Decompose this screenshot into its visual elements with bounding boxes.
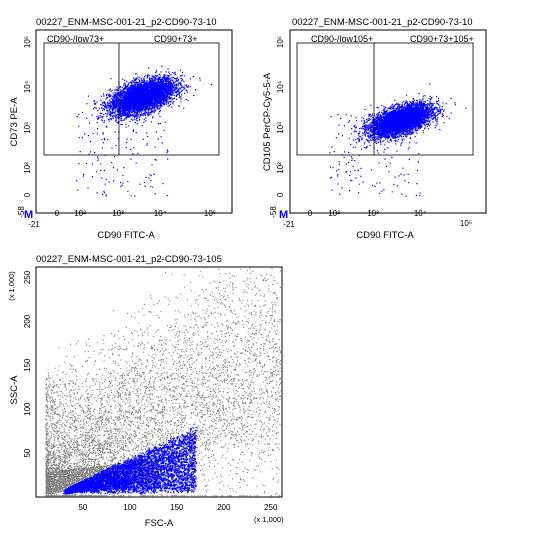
x-tick-label: -21: [283, 220, 295, 229]
x-tick-label: 250: [264, 503, 278, 512]
y-ticks: 50 100 150 200 250: [23, 270, 32, 457]
x-tick-label: 10³: [112, 209, 124, 218]
plot-frame: [35, 29, 233, 214]
plot-title: 00227_ENM-MSC-001-21_p2-CD90-73-105: [36, 254, 222, 265]
y-tick-label: 0: [23, 192, 32, 197]
x-tick-label: 100: [123, 503, 137, 512]
y-tick-label: 10⁵: [23, 36, 32, 48]
y-tick-label: -58: [17, 206, 26, 218]
gate-label: CD90+73+105+: [410, 34, 474, 44]
y-tick-label: 200: [23, 314, 32, 328]
x-tick-label: 10³: [367, 209, 379, 218]
gate-quadrant-frame: [296, 42, 474, 156]
x-axis-label: CD90 FITC-A: [97, 230, 155, 241]
x-tick-label: 0: [55, 209, 60, 218]
x-tick-label: 10²: [74, 209, 86, 218]
scatter-points: [76, 65, 212, 197]
y-ticks: -58 0 10² 10³ 10⁴ 10⁵: [269, 36, 285, 218]
scatter-cloud: [76, 65, 212, 197]
x-tick-label: 10⁵: [204, 209, 216, 218]
scatter-cloud: [45, 268, 282, 497]
y-tick-label: 10³: [23, 122, 32, 134]
scatter-points: [329, 83, 467, 197]
x-tick-label: 50: [78, 503, 87, 512]
y-tick-label: 10³: [276, 122, 285, 134]
y-axis-label: SSC-A: [9, 375, 20, 405]
x-axis-label: CD90 FITC-A: [356, 230, 414, 241]
plot-panel-cd105-vs-cd90: 00227_ENM-MSC-001-21_p2-CD90-73-10 CD90-…: [262, 17, 487, 241]
scatter-cloud: [329, 83, 467, 197]
scatter-points: [45, 268, 282, 497]
y-axis-label: CD73 PE-A: [9, 97, 20, 147]
gate-label: CD90-/low105+: [311, 34, 373, 44]
y-tick-label: -58: [269, 206, 278, 218]
plot-panel-ssc-vs-fsc: 00227_ENM-MSC-001-21_p2-CD90-73-105 50 10…: [7, 254, 284, 529]
y-unit-label: (x 1,000): [7, 271, 16, 301]
x-tick-label: 200: [217, 503, 231, 512]
x-tick-label: -21: [28, 220, 40, 229]
x-tick-label: 0: [308, 209, 313, 218]
y-tick-label: 10⁴: [23, 80, 32, 93]
x-tick-label: 10²: [328, 209, 340, 218]
m-marker: M: [279, 209, 288, 221]
gate-label: CD90-/low73+: [47, 34, 104, 44]
y-tick-label: 250: [23, 270, 32, 284]
y-tick-label: 10⁴: [276, 80, 285, 93]
m-marker: M: [24, 209, 33, 221]
x-tick-label: 10⁴: [414, 209, 427, 218]
x-ticks: -21 0 10² 10³ 10⁴ 10⁵: [28, 209, 216, 229]
plot-panel-cd73-vs-cd90: 00227_ENM-MSC-001-21_p2-CD90-73-10 CD90-…: [9, 17, 233, 241]
y-axis-label: CD105 PerCP-Cy5-5-A: [262, 72, 273, 171]
y-tick-label: 10⁵: [276, 36, 285, 48]
x-unit-label: (x 1,000): [254, 515, 284, 524]
gate-quadrant-frame: [43, 42, 220, 156]
y-tick-label: 50: [23, 448, 32, 457]
y-tick-label: 150: [23, 358, 32, 372]
gate-label: CD90+73+: [154, 34, 198, 44]
y-tick-label: 10²: [276, 162, 285, 174]
x-tick-label: 10⁵: [460, 219, 472, 228]
x-ticks: 50 100 150 200 250: [78, 503, 277, 512]
x-tick-label: 150: [170, 503, 184, 512]
y-ticks: -58 0 10² 10³ 10⁴ 10⁵: [17, 36, 32, 218]
y-tick-label: 10²: [23, 162, 32, 174]
x-axis-label: FSC-A: [145, 518, 174, 529]
x-ticks: -21 0 10² 10³ 10⁴ 10⁵: [283, 209, 472, 229]
y-tick-label: 100: [23, 402, 32, 416]
plot-title: 00227_ENM-MSC-001-21_p2-CD90-73-10: [36, 17, 217, 28]
scatter-cloud: [64, 426, 197, 495]
y-tick-label: 0: [276, 192, 285, 197]
plot-title: 00227_ENM-MSC-001-21_p2-CD90-73-10: [292, 17, 473, 28]
x-tick-label: 10⁴: [154, 209, 167, 218]
